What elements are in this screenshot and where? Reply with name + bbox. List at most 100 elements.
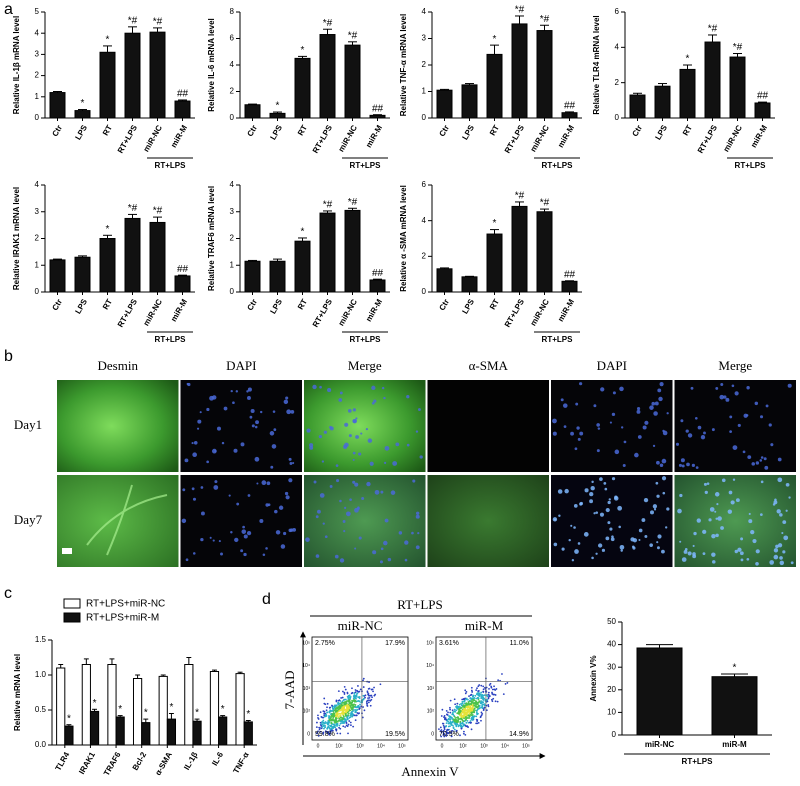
- flow-event: [468, 695, 470, 698]
- bar: [158, 675, 168, 746]
- flow-event: [328, 716, 331, 719]
- x-tick-label: Bcl-2: [131, 750, 149, 772]
- nucleus: [383, 540, 388, 546]
- nucleus: [380, 547, 384, 551]
- group-label: RT+LPS: [542, 335, 574, 344]
- bar: [49, 259, 66, 293]
- flow-event: [449, 725, 451, 728]
- flow-event: [456, 702, 459, 705]
- nucleus: [286, 409, 292, 415]
- nucleus: [233, 448, 238, 453]
- flow-event: [449, 699, 452, 702]
- significance-mark: *#: [733, 42, 743, 53]
- flow-event: [354, 689, 357, 691]
- nucleus: [357, 506, 360, 509]
- nucleus: [292, 528, 297, 532]
- flow-event: [350, 724, 352, 727]
- flow-event: [349, 721, 352, 724]
- nucleus: [755, 461, 760, 465]
- flow-event: [323, 722, 326, 725]
- bar: [561, 112, 578, 119]
- nucleus: [657, 388, 662, 393]
- micrograph: [551, 475, 673, 567]
- bar: [319, 212, 336, 293]
- nucleus: [343, 530, 346, 533]
- nucleus: [573, 526, 576, 529]
- flow-event: [324, 724, 326, 727]
- nucleus: [221, 441, 225, 445]
- flow-event: [320, 725, 323, 727]
- flow-event: [346, 706, 349, 709]
- nucleus: [656, 546, 660, 550]
- nucleus: [270, 465, 274, 469]
- flow-event: [445, 709, 448, 712]
- nucleus: [415, 430, 419, 433]
- x-tick-label: RT: [488, 297, 501, 311]
- flow-event: [443, 726, 446, 729]
- y-axis-label: Relative mRNA level: [13, 654, 22, 731]
- flow-event: [324, 730, 327, 733]
- flow-event: [475, 703, 477, 706]
- bar: [436, 89, 453, 119]
- y-axis-label: Annexin V%: [589, 655, 598, 701]
- y-tick-label: 5: [35, 7, 40, 16]
- flow-event: [342, 722, 345, 724]
- flow-event: [456, 707, 459, 710]
- nucleus: [683, 550, 688, 554]
- flow-event: [457, 718, 460, 721]
- significance-mark: *: [93, 698, 97, 709]
- nucleus: [223, 406, 228, 411]
- nucleus: [692, 554, 697, 559]
- flow-event: [329, 731, 332, 733]
- significance-mark: *: [493, 34, 497, 45]
- nucleus: [256, 482, 259, 485]
- nucleus: [680, 419, 684, 423]
- flow-event: [338, 717, 341, 720]
- significance-mark: ##: [564, 101, 576, 112]
- x-tick-label: Ctr: [630, 124, 644, 139]
- nucleus: [271, 444, 277, 449]
- bar: [319, 34, 336, 119]
- flow-event: [357, 690, 360, 693]
- x-tick-label: miR-M: [364, 123, 384, 149]
- flow-event: [481, 713, 484, 715]
- flow-y-tick-label: 10³: [427, 686, 435, 692]
- nucleus: [649, 543, 653, 547]
- flow-event: [366, 699, 369, 702]
- micrograph: [674, 380, 796, 472]
- nucleus: [390, 490, 396, 495]
- flow-event: [475, 689, 478, 691]
- nucleus: [779, 556, 783, 560]
- flow-event: [449, 720, 452, 723]
- group-label: RT+LPS: [350, 335, 382, 344]
- flow-event: [462, 697, 465, 700]
- nucleus: [609, 527, 613, 531]
- nucleus: [723, 395, 727, 399]
- flow-event: [343, 698, 346, 701]
- flow-event: [341, 696, 344, 699]
- flow-event: [471, 703, 474, 706]
- nucleus: [589, 491, 594, 497]
- nucleus: [249, 415, 253, 419]
- flow-x-tick-label: 0: [317, 743, 320, 749]
- flow-event: [322, 733, 325, 735]
- flow-event: [461, 698, 464, 701]
- nucleus: [192, 452, 197, 458]
- flow-event: [341, 704, 343, 706]
- nucleus: [558, 514, 561, 517]
- x-tick-label: LPS: [653, 123, 669, 142]
- flow-event: [473, 711, 476, 714]
- bar: [461, 276, 478, 293]
- nucleus: [266, 481, 271, 486]
- flow-event: [476, 687, 478, 690]
- flow-plot-label: miR-M: [465, 618, 504, 633]
- nucleus: [395, 442, 400, 447]
- panel-label: d: [262, 591, 271, 608]
- y-axis-label: Relative α -SMA mRNA level: [399, 185, 408, 292]
- x-tick-label: LPS: [268, 123, 284, 142]
- x-tick-label: TLR4: [54, 750, 72, 772]
- flow-event: [323, 727, 325, 730]
- flow-event: [334, 707, 337, 710]
- nucleus: [654, 401, 659, 406]
- flow-event: [464, 711, 467, 714]
